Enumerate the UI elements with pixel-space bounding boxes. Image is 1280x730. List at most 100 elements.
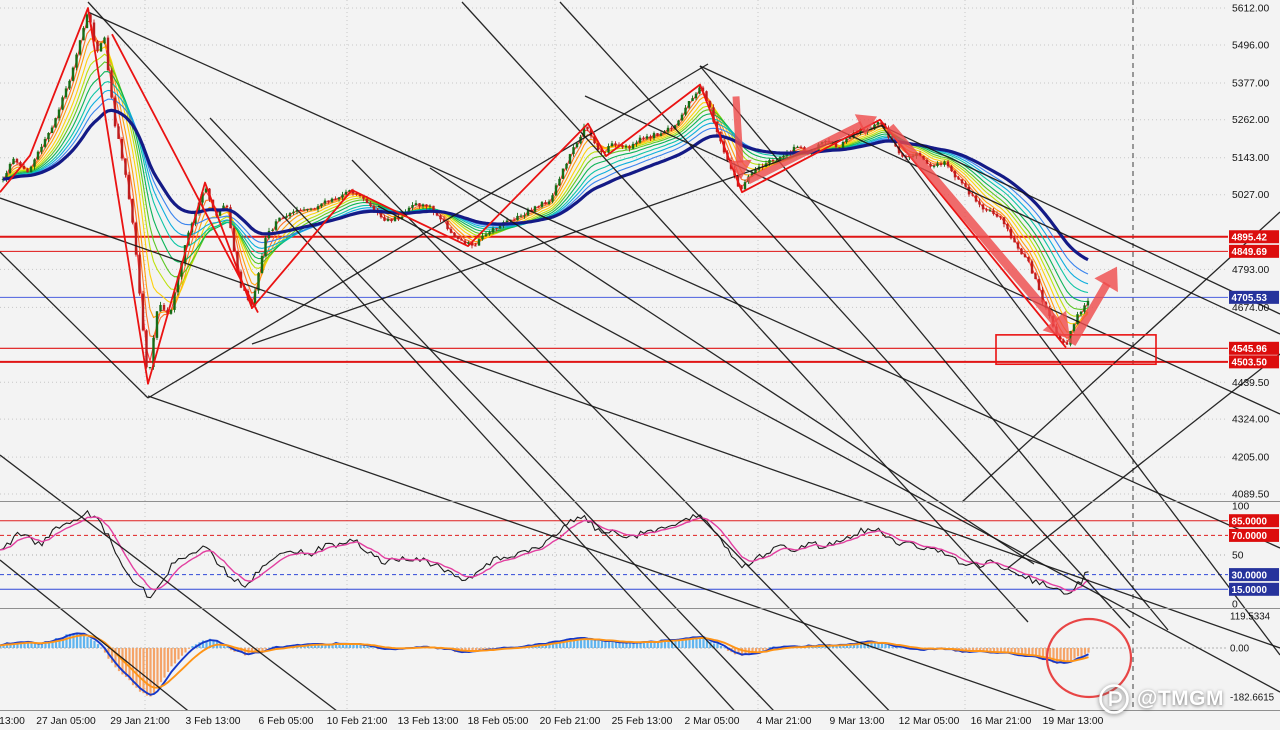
time-tick-label: 9 Mar 13:00 — [830, 716, 885, 727]
time-tick-label: 12 Mar 05:00 — [899, 716, 960, 727]
trendline[interactable] — [584, 95, 1280, 415]
oscillator-level-label: 50 — [1232, 551, 1244, 562]
trendline[interactable] — [147, 63, 709, 399]
trendline[interactable] — [351, 159, 909, 730]
trendline[interactable] — [881, 125, 1280, 656]
trend-arrow-shaft[interactable] — [746, 120, 864, 185]
price-axis: 5612.00 5496.00 5377.00 5262.00 5143.00 5027.… — [1229, 4, 1279, 501]
trend-arrow-head[interactable] — [728, 159, 752, 180]
watermark-text: @TMGM — [1136, 687, 1224, 710]
price-badge-label: 15.0000 — [1232, 585, 1268, 596]
price-badge-label: 4895.42 — [1232, 233, 1268, 244]
price-tick-label: 4439.50 — [1232, 378, 1269, 389]
trendline[interactable] — [461, 1, 1029, 623]
time-tick-label: 6 Feb 05:00 — [259, 716, 314, 727]
red-trend-segment[interactable] — [111, 33, 259, 313]
macd-axis: 119.5334 0.00 -182.6615 — [1230, 611, 1275, 703]
macd-layer — [0, 632, 1090, 697]
time-tick-label: 13:00 — [0, 716, 25, 727]
price-tick-label: 4205.00 — [1232, 453, 1269, 464]
trend-arrow-head[interactable] — [1042, 310, 1070, 339]
trendline[interactable] — [0, 559, 213, 730]
price-tick-label: 4793.00 — [1232, 265, 1269, 276]
trendline[interactable] — [0, 454, 363, 730]
trendline[interactable] — [0, 251, 149, 399]
trendline[interactable] — [377, 205, 1280, 693]
time-tick-label: 18 Feb 05:00 — [468, 716, 529, 727]
trendline[interactable] — [1007, 353, 1280, 569]
trend-arrow-shaft[interactable] — [1068, 281, 1111, 346]
price-badge — [1229, 568, 1279, 582]
grid-layer — [0, 0, 1228, 710]
trendline[interactable] — [559, 1, 1131, 629]
time-tick-label: 25 Feb 13:00 — [612, 716, 673, 727]
arrows-layer — [728, 96, 1118, 346]
price-tick-label: 4089.50 — [1232, 490, 1269, 501]
price-badge-label: 85.0000 — [1232, 517, 1268, 528]
oscillator-axis: 100 85.0000 70.0000 50 30.0000 15.0000 0 — [1229, 502, 1279, 611]
price-badge — [1229, 514, 1279, 528]
price-tick-label: 4324.00 — [1232, 415, 1269, 426]
time-tick-label: 2 Mar 05:00 — [685, 716, 740, 727]
price-badge-label: 4503.50 — [1232, 358, 1268, 369]
price-badge — [1229, 230, 1279, 244]
highlight-circle[interactable] — [1045, 617, 1133, 699]
trendline[interactable] — [699, 65, 1169, 631]
time-axis-strip — [0, 711, 1280, 730]
price-badge — [1229, 582, 1279, 596]
price-badge — [1229, 355, 1279, 369]
macd-level-label: -182.6615 — [1230, 692, 1275, 703]
macd-level-label: 0.00 — [1230, 644, 1250, 655]
trendline[interactable] — [881, 125, 1280, 315]
time-tick-label: 20 Feb 21:00 — [540, 716, 601, 727]
trendline[interactable] — [87, 11, 1280, 549]
trendline[interactable] — [429, 167, 1035, 565]
time-tick-label: 3 Feb 13:00 — [186, 716, 241, 727]
price-tick-label: 5143.00 — [1232, 153, 1269, 164]
trendline[interactable] — [87, 1, 753, 730]
price-badge — [1229, 290, 1279, 304]
trend-arrow-shaft[interactable] — [886, 123, 1060, 325]
price-badge — [1229, 341, 1279, 355]
trendline[interactable] — [251, 123, 887, 345]
time-tick-label: 16 Mar 21:00 — [971, 716, 1032, 727]
trendline[interactable] — [961, 211, 1280, 503]
price-badge — [1229, 528, 1279, 542]
price-badge-label: 70.0000 — [1232, 531, 1268, 542]
oscillator-level-label: 100 — [1232, 502, 1249, 513]
trendline[interactable] — [147, 395, 1113, 730]
price-tick-label: 5377.00 — [1232, 79, 1269, 90]
time-axis: 13:00 27 Jan 05:00 29 Jan 21:00 3 Feb 13:00… — [0, 716, 1104, 727]
trend-arrow-head[interactable] — [854, 114, 877, 136]
price-badge-label: 4545.96 — [1232, 344, 1268, 355]
trend-arrow-shaft[interactable] — [732, 96, 744, 163]
time-tick-label: 13 Feb 13:00 — [398, 716, 459, 727]
trendline[interactable] — [699, 65, 1280, 335]
price-badge-label: 4849.69 — [1232, 247, 1268, 258]
zigzag-line[interactable] — [0, 7, 1067, 385]
oscillator-level-label: 0 — [1232, 600, 1238, 611]
macd-level-label: 119.5334 — [1230, 611, 1271, 622]
price-tick-label: 4674.00 — [1232, 303, 1269, 314]
price-tick-label: 5027.00 — [1232, 190, 1269, 201]
oscillator-layer — [0, 509, 1089, 599]
time-tick-label: 29 Jan 21:00 — [110, 716, 170, 727]
time-tick-label: 27 Jan 05:00 — [36, 716, 96, 727]
price-tick-label: 5262.00 — [1232, 115, 1269, 126]
price-badge-label: 30.0000 — [1232, 570, 1268, 581]
price-badge — [1229, 244, 1279, 258]
trendline[interactable] — [209, 117, 793, 730]
watermark-logo-icon — [1099, 684, 1129, 714]
watermark: @TMGM — [1098, 683, 1224, 715]
price-badge-label: 4705.53 — [1232, 293, 1268, 304]
trendline[interactable] — [0, 197, 1280, 649]
time-tick-label: 4 Mar 21:00 — [757, 716, 812, 727]
price-tick-label: 5496.00 — [1232, 41, 1269, 52]
price-tick-label: 5612.00 — [1232, 4, 1269, 15]
time-tick-label: 19 Mar 13:00 — [1043, 716, 1104, 727]
trend-arrow-head[interactable] — [1094, 266, 1118, 293]
time-tick-label: 10 Feb 21:00 — [327, 716, 388, 727]
